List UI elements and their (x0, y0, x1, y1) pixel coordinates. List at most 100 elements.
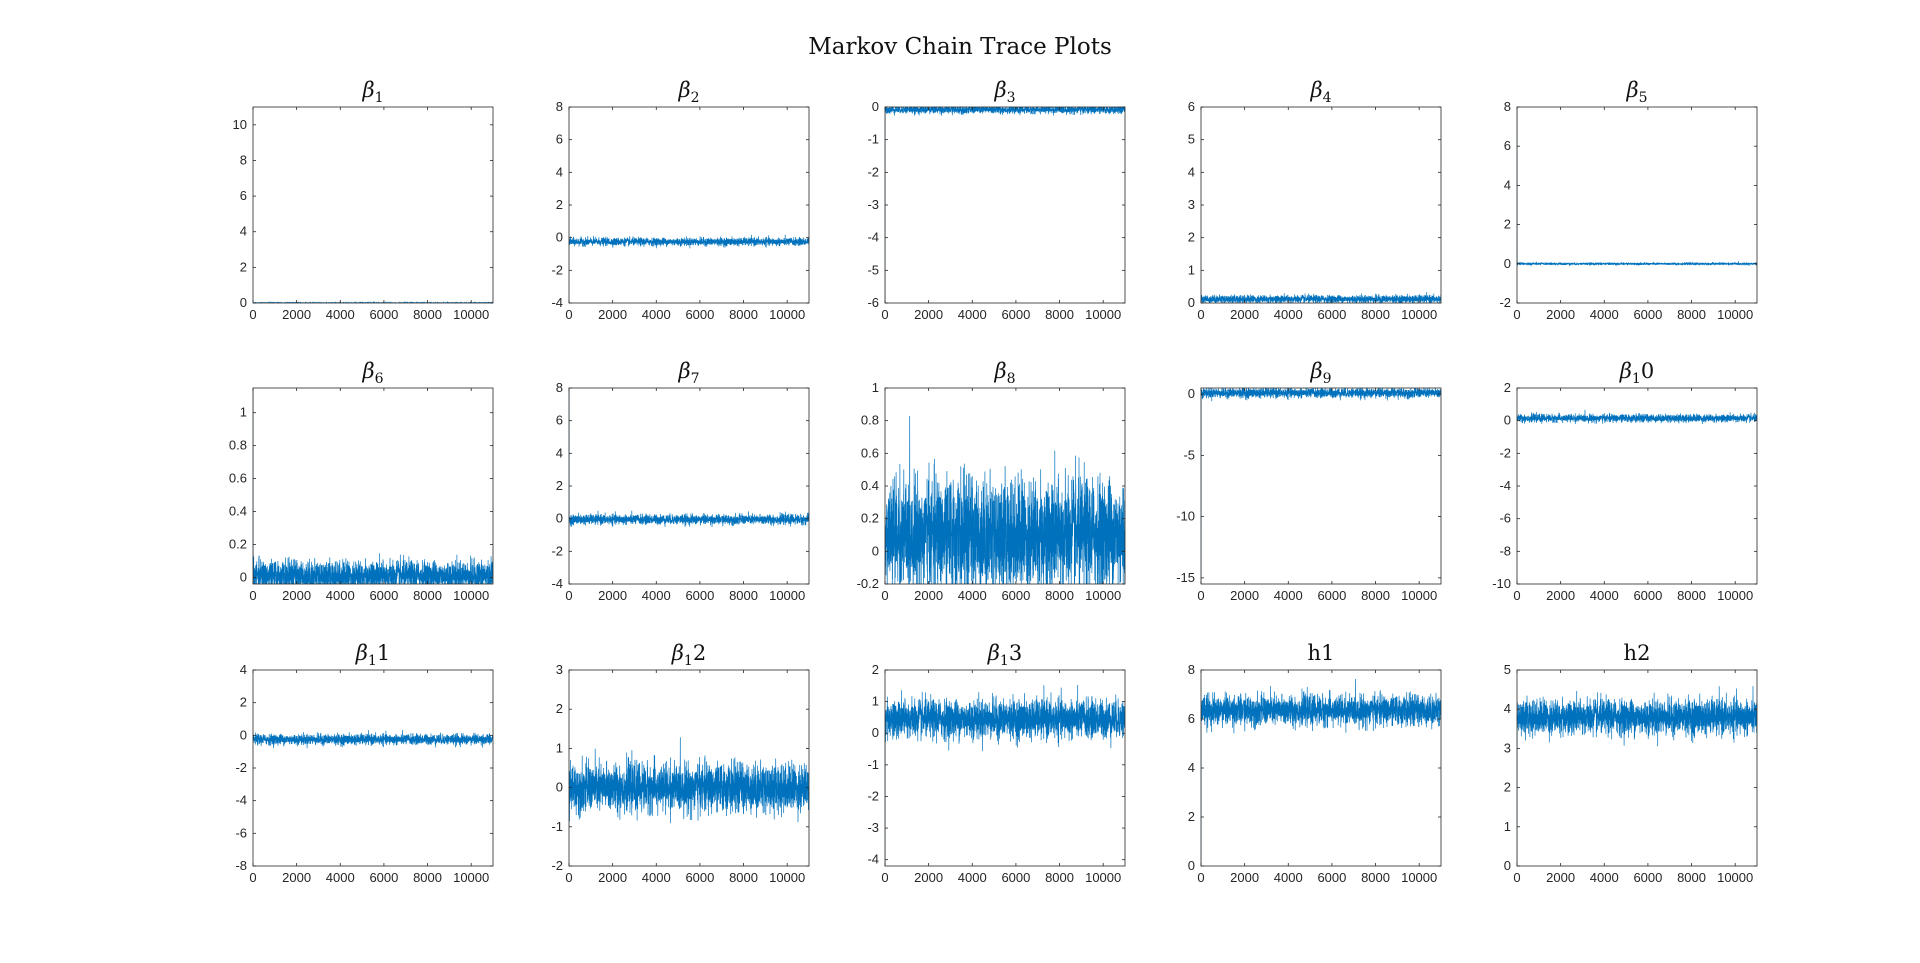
x-tick-label: 8000 (1361, 870, 1390, 885)
x-tick-label: 6000 (369, 307, 398, 322)
y-tick-label: 4 (556, 164, 563, 179)
subplot-title: β10 (1619, 359, 1654, 387)
axes-box (884, 106, 1126, 304)
x-tick-label: 2000 (914, 307, 943, 322)
x-tick-label: 6000 (685, 870, 714, 885)
axes-box (1200, 106, 1442, 304)
x-tick-label: 2000 (1546, 870, 1575, 885)
subplot-15: 0 2000 4000 6000 8000 10000 0 1 2 3 4 5 h2 (1504, 641, 1758, 885)
y-tick-label: -1 (551, 819, 563, 834)
y-tick-label: 0.2 (229, 536, 247, 551)
subplot-11: 0 2000 4000 6000 8000 10000 -8 -6 -4 -2 0 2 4 β11 (235, 641, 494, 885)
trace-line (569, 388, 809, 528)
x-tick-label: 6000 (1633, 588, 1662, 603)
trace-line (1517, 107, 1757, 267)
y-tick-label: -10 (1176, 509, 1195, 524)
axes-box (1516, 106, 1758, 304)
x-tick-label: 10000 (769, 307, 805, 322)
x-tick-label: 6000 (1317, 588, 1346, 603)
x-tick-label: 8000 (729, 870, 758, 885)
x-tick-label: 0 (881, 588, 888, 603)
y-tick-label: 6 (1188, 99, 1195, 114)
y-tick-label: 4 (1504, 701, 1511, 716)
axes-box (884, 669, 1126, 867)
x-tick-label: 8000 (1361, 307, 1390, 322)
y-tick-label: -2 (235, 760, 247, 775)
y-tick-label: 0 (872, 543, 879, 558)
y-tick-label: 4 (1188, 760, 1195, 775)
y-tick-label: 1 (872, 694, 879, 709)
x-tick-label: 8000 (413, 307, 442, 322)
x-tick-label: 8000 (1677, 588, 1706, 603)
axes-box (568, 387, 810, 585)
x-tick-label: 10000 (1085, 588, 1121, 603)
x-tick-label: 10000 (1401, 870, 1437, 885)
x-tick-label: 2000 (282, 588, 311, 603)
x-tick-label: 6000 (685, 588, 714, 603)
x-tick-label: 4000 (958, 588, 987, 603)
x-tick-label: 4000 (642, 870, 671, 885)
x-tick-label: 0 (565, 307, 572, 322)
y-tick-label: -8 (235, 858, 247, 873)
subplot-title: β11 (355, 641, 390, 669)
x-tick-label: 4000 (958, 307, 987, 322)
y-tick-label: 6 (1504, 138, 1511, 153)
y-tick-label: -2 (551, 543, 563, 558)
x-tick-label: 2000 (282, 870, 311, 885)
x-tick-label: 8000 (729, 588, 758, 603)
y-tick-label: 4 (240, 662, 247, 677)
x-tick-label: 4000 (958, 870, 987, 885)
subplot-3: 0 2000 4000 6000 8000 10000 -6 -5 -4 -3 -2 -1 0 β3 (867, 78, 1126, 322)
x-tick-label: 4000 (1274, 870, 1303, 885)
x-tick-label: 4000 (1590, 588, 1619, 603)
axes-box (252, 669, 494, 867)
x-tick-label: 8000 (729, 307, 758, 322)
subplot-1: 0 2000 4000 6000 8000 10000 0 2 4 6 8 10 β1 (233, 78, 494, 322)
x-tick-label: 4000 (1274, 588, 1303, 603)
trace-line (1517, 409, 1757, 425)
y-tick-label: -5 (867, 262, 879, 277)
y-tick-label: 2 (872, 662, 879, 677)
y-tick-label: -1 (867, 757, 879, 772)
y-tick-label: 0 (1188, 386, 1195, 401)
y-tick-label: 2 (240, 695, 247, 710)
y-tick-label: 0 (872, 99, 879, 114)
x-tick-label: 0 (1513, 307, 1520, 322)
x-tick-label: 2000 (914, 870, 943, 885)
subplot-title: β3 (993, 78, 1015, 106)
x-tick-label: 2000 (598, 588, 627, 603)
x-tick-label: 6000 (1317, 870, 1346, 885)
trace-line (253, 730, 493, 749)
subplot-title: h2 (1624, 641, 1651, 665)
y-tick-label: -2 (551, 858, 563, 873)
y-tick-label: 0 (556, 780, 563, 795)
x-tick-label: 8000 (1677, 307, 1706, 322)
x-tick-label: 2000 (1546, 588, 1575, 603)
figure-title: Markov Chain Trace Plots (808, 34, 1112, 60)
x-tick-label: 0 (249, 870, 256, 885)
y-tick-label: 2 (556, 701, 563, 716)
x-tick-label: 6000 (369, 588, 398, 603)
trace-line (885, 685, 1125, 866)
y-tick-label: 10 (233, 117, 247, 132)
y-tick-label: 8 (556, 380, 563, 395)
y-tick-label: -4 (551, 295, 563, 310)
y-tick-label: 6 (556, 132, 563, 147)
y-tick-label: -3 (867, 820, 879, 835)
x-tick-label: 4000 (642, 588, 671, 603)
y-tick-label: 0.4 (861, 478, 879, 493)
subplot-8: 0 2000 4000 6000 8000 10000-0.200.20.40.60.81… (857, 359, 1126, 603)
x-tick-label: 6000 (1001, 870, 1030, 885)
y-tick-label: 0 (1504, 256, 1511, 271)
y-tick-label: -8 (1499, 543, 1511, 558)
axes-box (1516, 669, 1758, 867)
x-tick-label: 10000 (1401, 588, 1437, 603)
subplot-6: 0 2000 4000 6000 8000 10000 0 0.2 0.4 0.6 0.8 1 β6 (229, 359, 494, 603)
y-tick-label: 3 (1188, 197, 1195, 212)
x-tick-label: 10000 (453, 588, 489, 603)
x-tick-label: 2000 (282, 307, 311, 322)
y-tick-label: 0.8 (861, 413, 879, 428)
x-tick-label: 10000 (1717, 307, 1753, 322)
y-tick-label: -2 (867, 164, 879, 179)
